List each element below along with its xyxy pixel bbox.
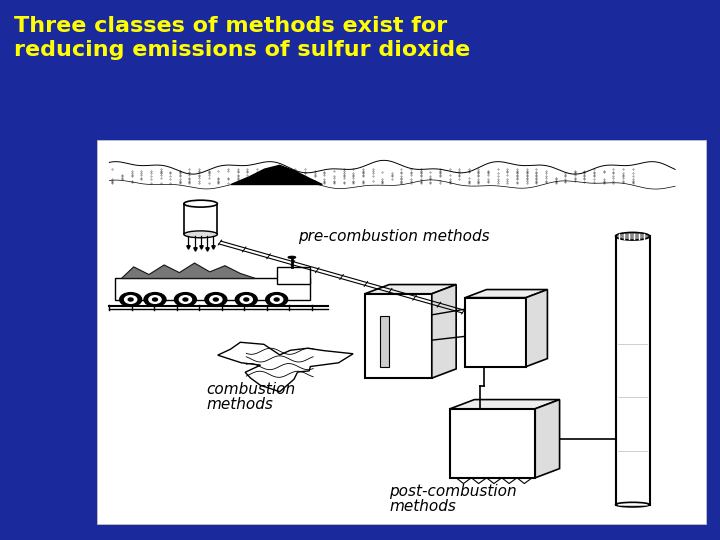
Ellipse shape — [184, 231, 217, 238]
Polygon shape — [122, 263, 256, 279]
Polygon shape — [535, 400, 559, 478]
Polygon shape — [231, 165, 323, 185]
Circle shape — [213, 298, 218, 301]
Text: pre-combustion methods: pre-combustion methods — [298, 229, 490, 244]
Circle shape — [244, 298, 248, 301]
Text: post-combustion: post-combustion — [390, 484, 517, 499]
Circle shape — [210, 296, 222, 303]
Polygon shape — [365, 285, 456, 294]
Bar — [365, 294, 432, 378]
Circle shape — [240, 296, 252, 303]
Ellipse shape — [184, 200, 217, 207]
Bar — [450, 409, 535, 478]
Bar — [97, 140, 706, 524]
Circle shape — [183, 298, 188, 301]
Polygon shape — [432, 285, 456, 378]
Text: combustion: combustion — [207, 382, 296, 397]
Circle shape — [235, 293, 257, 306]
Text: methods: methods — [207, 397, 274, 413]
Text: methods: methods — [390, 499, 456, 514]
Polygon shape — [217, 342, 353, 392]
Polygon shape — [465, 289, 547, 298]
Bar — [115, 279, 310, 300]
Circle shape — [125, 296, 137, 303]
Bar — [184, 204, 217, 234]
Text: Three classes of methods exist for
reducing emissions of sulfur dioxide: Three classes of methods exist for reduc… — [14, 16, 471, 60]
Ellipse shape — [288, 256, 295, 258]
Circle shape — [128, 298, 133, 301]
Circle shape — [205, 293, 227, 306]
Circle shape — [271, 296, 283, 303]
Ellipse shape — [616, 502, 649, 507]
Circle shape — [153, 298, 158, 301]
Circle shape — [274, 298, 279, 301]
Bar — [380, 316, 390, 367]
Circle shape — [149, 296, 161, 303]
Circle shape — [174, 293, 197, 306]
Polygon shape — [450, 400, 559, 409]
Ellipse shape — [616, 232, 649, 240]
Circle shape — [266, 293, 287, 306]
Polygon shape — [526, 289, 547, 367]
Circle shape — [179, 296, 192, 303]
Circle shape — [120, 293, 142, 306]
Bar — [465, 298, 526, 367]
Bar — [276, 267, 310, 284]
Circle shape — [144, 293, 166, 306]
